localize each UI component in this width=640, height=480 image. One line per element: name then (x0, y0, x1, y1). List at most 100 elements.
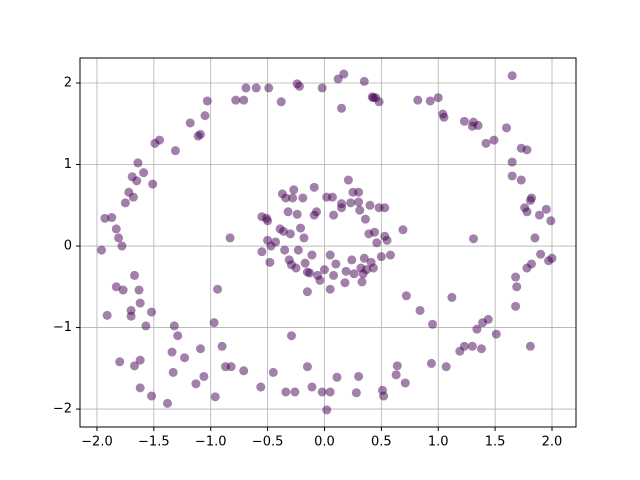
point (337, 103, 347, 113)
point (472, 324, 482, 334)
point (362, 265, 372, 275)
point (307, 382, 317, 392)
point (327, 192, 337, 202)
point (332, 372, 342, 382)
x-tick-label: 0.0 (314, 435, 335, 450)
point (530, 233, 540, 243)
point (290, 387, 300, 397)
point (547, 253, 557, 263)
point (441, 362, 451, 372)
point (292, 209, 302, 219)
y-tick-label: 2 (64, 76, 72, 91)
point (317, 83, 327, 93)
point (280, 245, 290, 255)
point (133, 158, 143, 168)
point (447, 292, 457, 302)
point (481, 138, 491, 148)
point (117, 241, 127, 251)
point (469, 234, 479, 244)
point (168, 367, 178, 377)
point (357, 277, 367, 287)
point (507, 171, 517, 181)
grid (80, 58, 576, 427)
point (349, 269, 359, 279)
point (195, 129, 205, 139)
point (546, 216, 556, 226)
point (516, 175, 526, 185)
point (120, 198, 130, 208)
point (459, 116, 469, 126)
point (191, 379, 201, 389)
point (426, 358, 436, 368)
point (359, 76, 369, 86)
point (365, 200, 375, 210)
point (355, 205, 365, 215)
point (281, 387, 291, 397)
x-tick-label: 1.0 (428, 435, 449, 450)
point (213, 284, 223, 294)
point (476, 344, 486, 354)
point (256, 382, 266, 392)
point (329, 210, 339, 220)
point (173, 331, 183, 341)
point (276, 97, 286, 107)
point (347, 255, 357, 265)
point (115, 357, 125, 367)
point (346, 198, 356, 208)
point (263, 216, 273, 226)
point (385, 250, 395, 260)
point (169, 321, 179, 331)
point (209, 318, 219, 328)
point (380, 203, 390, 213)
point (527, 259, 537, 269)
point (360, 214, 370, 224)
point (265, 257, 275, 267)
point (351, 388, 361, 398)
point (302, 287, 312, 297)
point (271, 237, 281, 247)
point (296, 223, 306, 233)
x-tick-label: −0.5 (252, 435, 284, 450)
point (279, 226, 289, 236)
point (167, 347, 177, 357)
point (467, 341, 477, 351)
x-tick-label: −2.0 (81, 435, 113, 450)
point (268, 367, 278, 377)
y-tick-label: −1 (53, 320, 72, 335)
point (483, 314, 493, 324)
point (148, 179, 158, 189)
point (511, 272, 521, 282)
point (339, 69, 349, 79)
point (135, 298, 145, 308)
point (433, 93, 443, 103)
point (372, 238, 382, 248)
x-tick-label: 0.5 (371, 435, 392, 450)
point (398, 225, 408, 235)
point (501, 123, 511, 133)
point (370, 227, 380, 237)
point (325, 250, 335, 260)
point (536, 249, 546, 259)
point (132, 176, 142, 186)
point (135, 355, 145, 365)
point (217, 341, 227, 351)
point (391, 370, 401, 380)
point (525, 341, 535, 351)
point (512, 282, 522, 292)
point (285, 229, 295, 239)
point (147, 307, 157, 317)
point (413, 95, 423, 105)
point (283, 207, 293, 217)
point (312, 207, 322, 217)
point (341, 266, 351, 276)
point (534, 210, 544, 220)
point (289, 185, 299, 195)
point (425, 96, 435, 106)
point (291, 263, 301, 273)
point (128, 192, 138, 202)
point (305, 268, 315, 278)
point (522, 145, 532, 155)
point (114, 233, 124, 243)
point (134, 285, 144, 295)
